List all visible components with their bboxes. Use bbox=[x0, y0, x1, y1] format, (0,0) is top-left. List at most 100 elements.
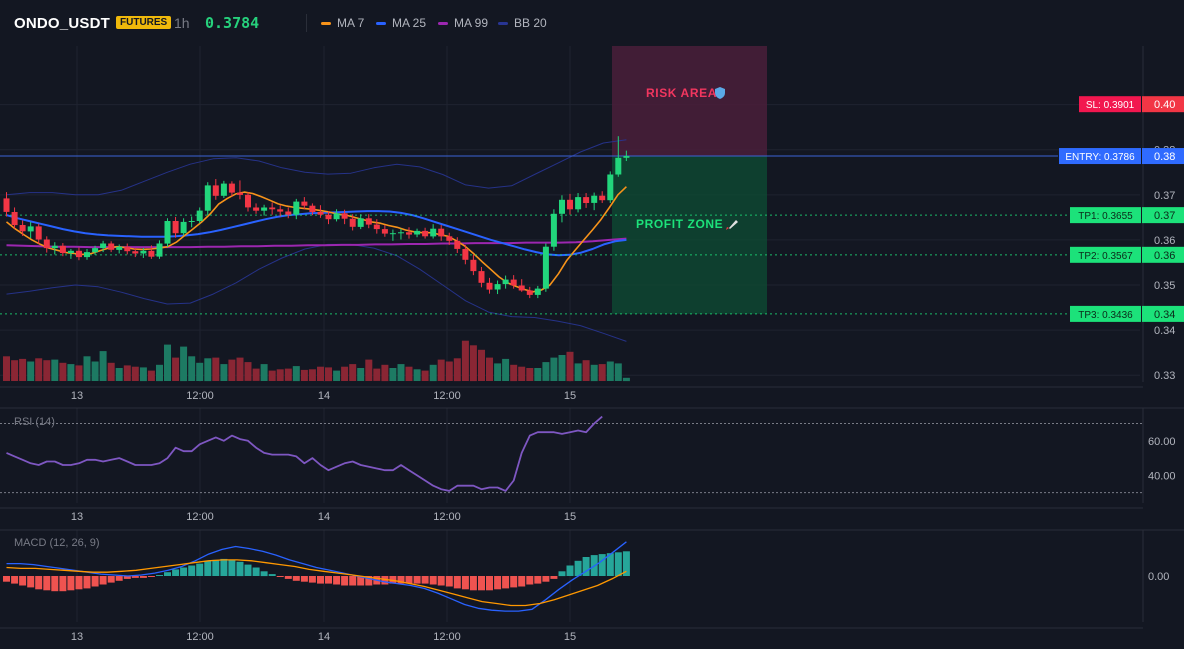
candle-body[interactable] bbox=[11, 212, 18, 226]
candle-body[interactable] bbox=[389, 233, 396, 235]
candle-body[interactable] bbox=[19, 225, 26, 232]
candle-body[interactable] bbox=[92, 248, 99, 253]
candle-body[interactable] bbox=[43, 239, 50, 249]
candle-body[interactable] bbox=[486, 282, 493, 290]
candle-body[interactable] bbox=[349, 218, 356, 227]
rsi-title: RSI (14) bbox=[14, 416, 55, 428]
candle-body[interactable] bbox=[398, 232, 404, 234]
candle-body[interactable] bbox=[534, 288, 541, 295]
candle-body[interactable] bbox=[430, 228, 437, 237]
candle-body[interactable] bbox=[245, 194, 251, 208]
candle-body[interactable] bbox=[454, 240, 461, 249]
candle-body[interactable] bbox=[583, 197, 590, 203]
volume-bar bbox=[123, 365, 131, 381]
candle-body[interactable] bbox=[293, 201, 300, 215]
candle-body[interactable] bbox=[542, 246, 549, 289]
candle-body[interactable] bbox=[341, 213, 348, 219]
volume-bar bbox=[75, 365, 83, 381]
candle-body[interactable] bbox=[414, 230, 421, 235]
candle-body[interactable] bbox=[261, 207, 268, 211]
candle-body[interactable] bbox=[164, 221, 171, 244]
macd-histogram-bar bbox=[614, 552, 622, 577]
candle-body[interactable] bbox=[575, 197, 582, 210]
candle-body[interactable] bbox=[615, 157, 622, 175]
candle-body[interactable] bbox=[301, 201, 308, 206]
candle-body[interactable] bbox=[277, 209, 284, 212]
candle-body[interactable] bbox=[607, 174, 614, 201]
legend-bb20[interactable]: BB 20 bbox=[498, 16, 547, 30]
candle-body[interactable] bbox=[188, 221, 195, 222]
candle-body[interactable] bbox=[212, 185, 219, 196]
legend-ma99[interactable]: MA 99 bbox=[438, 16, 488, 30]
futures-badge: FUTURES bbox=[116, 16, 172, 29]
volume-bar bbox=[469, 345, 477, 382]
candle-body[interactable] bbox=[406, 232, 412, 235]
candle-body[interactable] bbox=[35, 226, 42, 240]
volume-bar bbox=[244, 362, 252, 381]
candle-body[interactable] bbox=[567, 199, 573, 210]
candle-body[interactable] bbox=[27, 226, 34, 232]
candle-body[interactable] bbox=[381, 229, 388, 234]
candle-body[interactable] bbox=[365, 218, 372, 225]
candle-body[interactable] bbox=[51, 245, 58, 249]
candle-body[interactable] bbox=[333, 213, 340, 220]
candle-body[interactable] bbox=[237, 192, 243, 195]
candle-body[interactable] bbox=[269, 207, 276, 210]
candle-body[interactable] bbox=[446, 236, 453, 241]
candle-body[interactable] bbox=[559, 199, 565, 214]
candle-body[interactable] bbox=[253, 207, 260, 211]
candle-body[interactable] bbox=[3, 198, 10, 212]
candle-body[interactable] bbox=[124, 246, 131, 252]
candle-body[interactable] bbox=[470, 259, 477, 272]
candle-body[interactable] bbox=[204, 185, 211, 211]
candle-body[interactable] bbox=[116, 246, 123, 250]
timeframe-label[interactable]: 1h bbox=[174, 15, 190, 31]
candle-body[interactable] bbox=[76, 250, 82, 258]
legend-ma7[interactable]: MA 7 bbox=[321, 16, 364, 30]
candle-body[interactable] bbox=[462, 249, 469, 260]
rsi-time-tick: 14 bbox=[318, 511, 330, 523]
candle-body[interactable] bbox=[309, 205, 316, 212]
volume-bar bbox=[268, 370, 276, 381]
candle-body[interactable] bbox=[325, 214, 332, 220]
candle-body[interactable] bbox=[494, 284, 501, 290]
candle-body[interactable] bbox=[140, 250, 147, 254]
candle-body[interactable] bbox=[518, 285, 525, 291]
candle-body[interactable] bbox=[156, 243, 163, 257]
volume-bar bbox=[486, 357, 493, 381]
candle-body[interactable] bbox=[373, 224, 380, 230]
macd-histogram-bar bbox=[228, 559, 236, 576]
candle-body[interactable] bbox=[59, 245, 66, 253]
candle-body[interactable] bbox=[438, 228, 445, 237]
legend-ma99-label: MA 99 bbox=[454, 16, 489, 30]
candle-body[interactable] bbox=[285, 211, 292, 215]
candle-body[interactable] bbox=[180, 221, 187, 234]
candle-body[interactable] bbox=[132, 251, 139, 254]
legend-ma25[interactable]: MA 25 bbox=[376, 16, 426, 30]
volume-bar bbox=[349, 364, 357, 381]
candle-body[interactable] bbox=[220, 183, 227, 196]
candle-body[interactable] bbox=[422, 230, 429, 237]
candle-body[interactable] bbox=[148, 250, 155, 257]
candle-body[interactable] bbox=[550, 213, 557, 247]
candle-body[interactable] bbox=[526, 290, 533, 295]
symbol-name[interactable]: ONDO_USDT bbox=[14, 15, 110, 32]
candle-body[interactable] bbox=[108, 243, 115, 250]
candle-body[interactable] bbox=[357, 218, 364, 227]
candle-body[interactable] bbox=[478, 271, 485, 283]
candle-body[interactable] bbox=[100, 243, 107, 249]
candle-body[interactable] bbox=[502, 279, 509, 285]
macd-histogram-bar bbox=[268, 574, 276, 576]
candle-body[interactable] bbox=[599, 195, 606, 201]
volume-bar bbox=[502, 358, 510, 381]
candle-body[interactable] bbox=[67, 250, 74, 254]
candle-body[interactable] bbox=[196, 210, 203, 221]
candle-body[interactable] bbox=[228, 183, 235, 193]
candle-body[interactable] bbox=[623, 156, 630, 158]
candle-body[interactable] bbox=[172, 221, 179, 234]
candle-body[interactable] bbox=[591, 195, 598, 203]
candle-body[interactable] bbox=[510, 279, 517, 286]
candle-body[interactable] bbox=[317, 212, 324, 215]
candle-body[interactable] bbox=[84, 252, 90, 258]
